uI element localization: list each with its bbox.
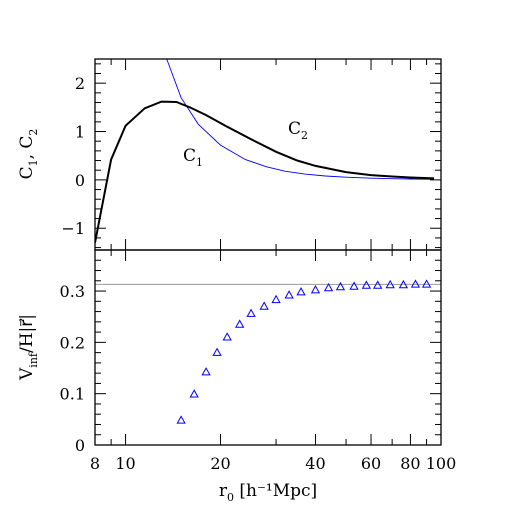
data-point-triangle [201, 367, 211, 376]
x-tick-label: 40 [305, 454, 325, 473]
bottom-panel: 8 10 20 40 60 80 100 0 0.1 0.2 0.3 Vinf/H|r⃗| r0 … [17, 249, 456, 504]
c2-curve-label: C2 [288, 119, 308, 142]
data-point-triangle [398, 279, 409, 289]
top-panel: −1 0 1 2 C1 C2 C1, C2 [17, 58, 442, 251]
x-tick-label: 10 [115, 454, 135, 473]
data-point-triangle [235, 319, 245, 328]
data-point-triangle [335, 281, 346, 291]
c2-curve [95, 100, 435, 243]
bottom-y-tick-label: 0.1 [60, 385, 85, 404]
data-point-triangle [385, 279, 395, 289]
data-point-triangle [421, 279, 432, 288]
bottom-y-tick-label: 0 [75, 436, 85, 455]
data-point-triangle [373, 280, 383, 289]
top-y-axis-label: C1, C2 [17, 129, 40, 180]
data-point-triangle [176, 415, 186, 424]
x-tick-label: 60 [361, 454, 381, 473]
bottom-y-ticks: 0 0.1 0.2 0.3 [60, 259, 441, 455]
data-point-triangle [222, 332, 232, 341]
top-plot-frame [94, 58, 442, 251]
x-tick-label: 8 [90, 454, 100, 473]
top-series-c2 [95, 100, 435, 243]
data-point-triangle [189, 389, 199, 398]
data-point-triangle [310, 285, 321, 294]
bottom-y-tick-label: 0.3 [60, 282, 85, 301]
top-y-ticks: −1 0 1 2 [61, 63, 441, 249]
x-tick-label: 80 [400, 454, 420, 473]
top-y-tick-label: 0 [75, 171, 85, 190]
data-point-triangle [271, 294, 281, 304]
data-point-triangle [284, 290, 294, 299]
top-y-tick-label: 2 [75, 74, 85, 93]
c1-curve-label: C1 [183, 146, 203, 169]
bottom-y-axis-label: Vinf/H|r⃗| [17, 314, 40, 381]
bottom-x-ticks: 8 10 20 40 60 80 100 [90, 250, 456, 473]
x-tick-label: 20 [210, 454, 230, 473]
data-point-triangle [246, 308, 256, 317]
top-y-tick-label: −1 [61, 219, 85, 238]
data-point-triangle [296, 287, 306, 296]
bottom-y-tick-label: 0.2 [60, 333, 85, 352]
data-point-triangle [410, 279, 421, 288]
top-y-tick-label: 1 [75, 123, 85, 142]
bottom-plot-frame [94, 249, 442, 446]
top-x-ticks [94, 59, 442, 250]
c1-curve [166, 59, 435, 180]
x-axis-label: r0 [h⁻¹Mpc] [219, 481, 317, 504]
data-point-triangle [212, 347, 222, 356]
top-series-c1 [166, 59, 435, 180]
data-point-triangle [361, 280, 372, 289]
data-point-triangle [323, 282, 334, 292]
data-point-triangle [349, 281, 359, 290]
x-tick-label: 100 [426, 454, 457, 473]
bottom-series-points [176, 279, 432, 424]
data-point-triangle [259, 301, 269, 310]
